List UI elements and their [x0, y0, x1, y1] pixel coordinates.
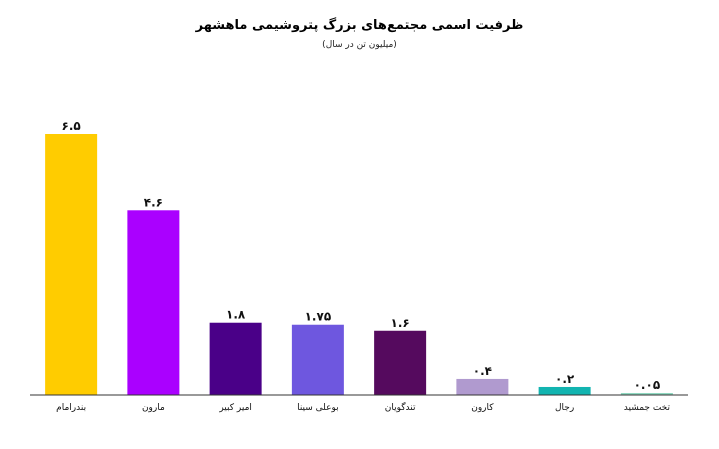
- labels-group: ۶.۵ بندرامام ۴.۶ مارون ۱.۸ امیر کبیر ۱.۷۵ بوعلی…: [56, 119, 670, 413]
- x-tick-label-1: بندرامام: [56, 403, 86, 413]
- bar-2: [127, 210, 180, 395]
- data-label-5: ۱.۶: [391, 316, 410, 330]
- data-label-6: ۰.۴: [473, 364, 492, 378]
- chart-subtitle: (میلیون تن در سال): [322, 40, 397, 50]
- x-tick-label-2: مارون: [142, 403, 165, 413]
- x-tick-label-4: بوعلی سینا: [297, 403, 339, 413]
- data-label-7: ۰.۲: [555, 372, 575, 386]
- x-tick-label-3: امیر کبیر: [218, 403, 252, 413]
- bar-7: [538, 386, 591, 395]
- x-tick-label-5: تندگویان: [385, 401, 416, 413]
- bar-8: [620, 392, 673, 395]
- bar-4: [291, 324, 344, 395]
- bar-3: [209, 322, 262, 395]
- data-label-8: ۰.۰۵: [634, 378, 661, 392]
- data-label-2: ۴.۶: [144, 195, 163, 209]
- x-tick-label-8: تخت جمشید: [624, 403, 671, 413]
- x-tick-label-6: کارون: [471, 403, 494, 413]
- bar-6: [456, 378, 509, 395]
- data-label-4: ۱.۷۵: [305, 310, 332, 324]
- bar-1: [45, 134, 98, 395]
- bar-5: [374, 330, 427, 395]
- data-label-1: ۶.۵: [62, 119, 81, 133]
- x-tick-label-7: رجال: [555, 403, 574, 413]
- data-label-3: ۱.۸: [226, 308, 246, 322]
- bars-group: [45, 134, 673, 395]
- chart-title: ظرفیت اسمی مجتمع‌های بزرگ پتروشیمی ماهشه…: [195, 18, 524, 33]
